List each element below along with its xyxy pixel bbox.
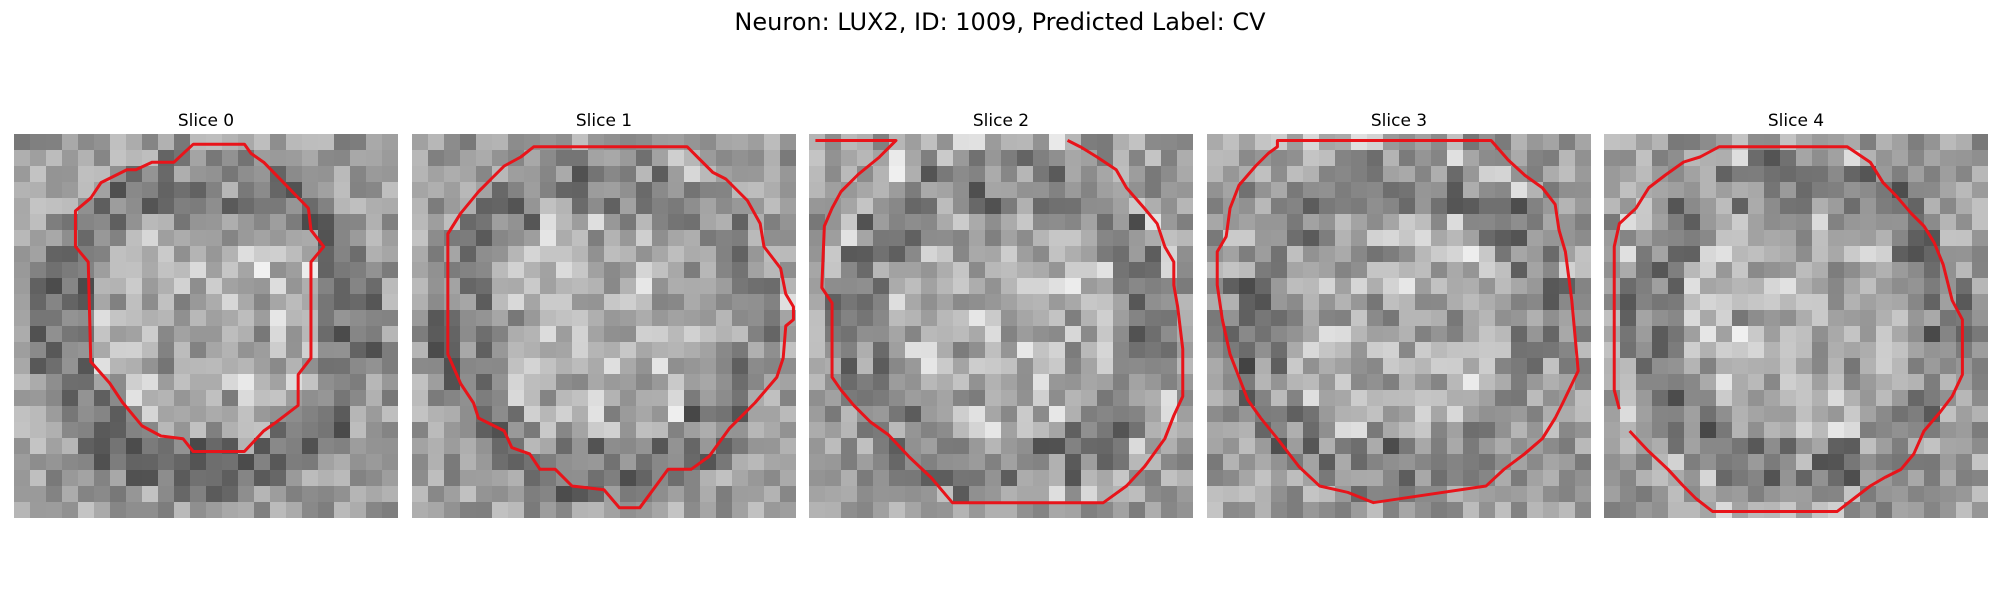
slice-panel-1: Slice 1	[412, 108, 796, 518]
slice-image	[809, 134, 1193, 518]
figure-title: Neuron: LUX2, ID: 1009, Predicted Label:…	[734, 8, 1266, 36]
slice-panel-2: Slice 2	[809, 108, 1193, 518]
grayscale-slice-canvas	[809, 134, 1193, 518]
grayscale-slice-canvas	[1207, 134, 1591, 518]
grayscale-slice-canvas	[1604, 134, 1988, 518]
slice-panel-3: Slice 3	[1207, 108, 1591, 518]
slice-image	[412, 134, 796, 518]
slice-title: Slice 0	[177, 111, 235, 131]
slice-title: Slice 2	[972, 111, 1030, 131]
slice-title: Slice 1	[575, 111, 633, 131]
grayscale-slice-canvas	[14, 134, 398, 518]
slice-title: Slice 3	[1370, 111, 1428, 131]
slice-title: Slice 4	[1767, 111, 1825, 131]
slice-panel-4: Slice 4	[1604, 108, 1988, 518]
slice-panel-0: Slice 0	[14, 108, 398, 518]
slice-image	[1207, 134, 1591, 518]
grayscale-slice-canvas	[412, 134, 796, 518]
slice-image	[14, 134, 398, 518]
slice-image	[1604, 134, 1988, 518]
